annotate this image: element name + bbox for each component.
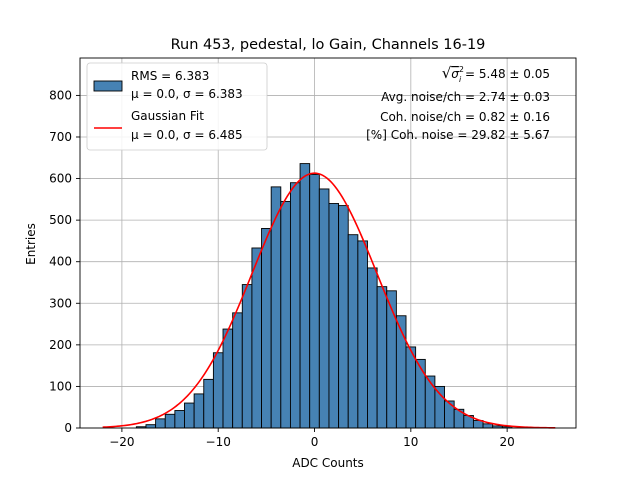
y-tick-label: 300 <box>49 296 72 310</box>
legend-entry-rms: RMS = 6.383 <box>131 69 209 83</box>
histogram-bar <box>184 402 195 429</box>
legend-entry-fit: Gaussian Fit <box>131 109 204 123</box>
histogram-bar <box>145 424 157 429</box>
x-axis-ticks: −20 −10 0 10 20 <box>109 428 515 449</box>
histogram-bar <box>386 290 397 429</box>
y-tick-label: 800 <box>49 88 72 102</box>
legend: RMS = 6.383 μ = 0.0, σ = 6.383 Gaussian … <box>86 62 268 151</box>
histogram-bar <box>174 410 185 429</box>
histogram-bar <box>155 418 166 429</box>
annotation-coh-noise-percent: [%] Coh. noise = 29.82 ± 5.67 <box>366 128 550 142</box>
histogram-bars <box>135 163 513 429</box>
histogram-bar <box>289 182 301 429</box>
sigma-superscript: 2 <box>459 65 464 74</box>
histogram-bar <box>318 188 330 429</box>
histogram-bar <box>328 203 340 429</box>
y-tick-label: 500 <box>49 213 72 227</box>
histogram-bar <box>338 205 349 429</box>
histogram-bar <box>299 163 311 429</box>
y-axis-ticks: 0 100 200 300 400 500 600 700 800 <box>49 88 80 435</box>
x-tick-label: 20 <box>499 435 514 449</box>
y-tick-label: 100 <box>49 379 72 393</box>
plot-frame <box>79 57 577 429</box>
x-tick-label: −20 <box>109 435 134 449</box>
y-tick-label: 400 <box>49 255 72 269</box>
histogram-bar <box>222 328 234 429</box>
histogram-bar <box>193 393 205 429</box>
histogram-bar <box>376 286 388 429</box>
legend-entry-fit-params: μ = 0.0, σ = 6.485 <box>131 128 243 142</box>
histogram-bar <box>357 240 368 429</box>
y-tick-label: 600 <box>49 172 72 186</box>
histogram-bar <box>309 173 320 429</box>
annotation-avg-noise: Avg. noise/ch = 2.74 ± 0.03 <box>381 90 550 104</box>
histogram-bar <box>241 284 253 429</box>
gaussian-fit-curve <box>102 172 556 429</box>
sigma-value: = 5.48 ± 0.05 <box>461 67 550 81</box>
legend-box <box>86 62 268 151</box>
histogram-bar <box>203 378 214 429</box>
chart-title: Run 453, pedestal, lo Gain, Channels 16-… <box>171 37 486 53</box>
x-tick-label: −10 <box>206 435 231 449</box>
histogram-bar <box>405 346 417 429</box>
histogram-bar <box>347 234 359 429</box>
legend-entry-rms-params: μ = 0.0, σ = 6.383 <box>131 87 243 101</box>
noise-annotations: √σ2 i = 5.48 ± 0.05 Avg. noise/ch = 2.74 … <box>366 64 550 142</box>
histogram-bar <box>261 227 272 429</box>
annotation-coh-noise: Coh. noise/ch = 0.82 ± 0.16 <box>380 110 550 124</box>
histogram-bar <box>367 267 378 429</box>
y-tick-label: 200 <box>49 338 72 352</box>
sigma-subscript: i <box>459 75 462 84</box>
histogram-bar <box>212 352 224 429</box>
sigma-symbol: σ <box>451 67 459 81</box>
histogram-bar <box>482 423 494 429</box>
histogram-bar <box>415 358 426 429</box>
histogram-bar <box>232 312 243 429</box>
y-axis-label: Entries <box>24 223 38 265</box>
annotation-sigma-sum: √σ2 i = 5.48 ± 0.05 <box>442 64 550 84</box>
legend-swatch-rms <box>93 80 123 92</box>
y-tick-label: 0 <box>64 421 72 435</box>
sqrt-symbol: √ <box>442 64 452 82</box>
histogram-bar <box>280 200 291 429</box>
histogram-bar <box>424 375 436 429</box>
y-tick-label: 700 <box>49 130 72 144</box>
histogram-bar <box>164 413 176 429</box>
x-tick-label: 10 <box>403 435 418 449</box>
x-tick-label: 0 <box>311 435 319 449</box>
x-axis-label: ADC Counts <box>292 456 364 470</box>
histogram-bar <box>251 247 262 429</box>
